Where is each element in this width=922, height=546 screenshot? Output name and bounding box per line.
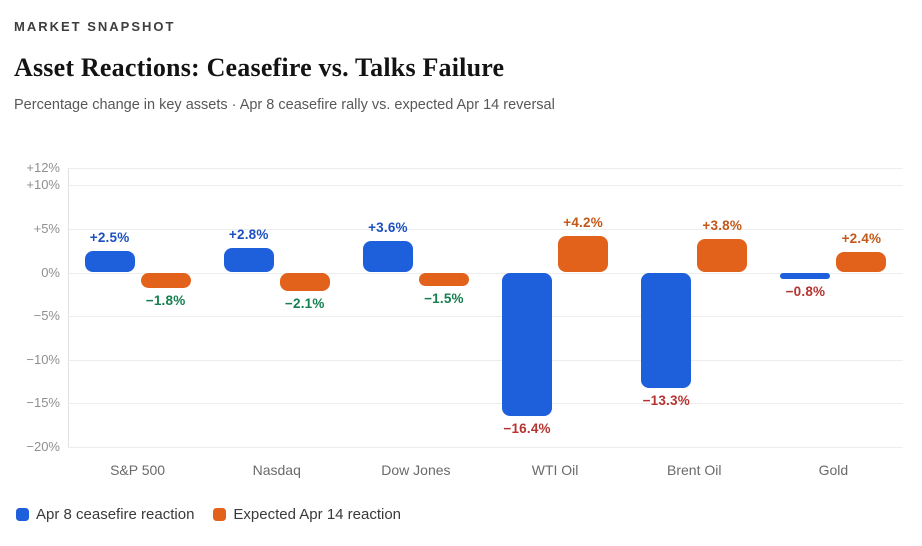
legend-swatch-orange: [213, 508, 227, 521]
x-label-nasdaq: Nasdaq: [252, 462, 301, 478]
x-label-brent-oil: Brent Oil: [667, 462, 722, 478]
x-label-gold: Gold: [818, 462, 849, 478]
page-title: Asset Reactions: Ceasefire vs. Talks Fai…: [14, 53, 505, 82]
gridline--15: [68, 403, 903, 405]
bar-apr14-wti-oil[interactable]: [558, 235, 609, 273]
bar-apr8-brent-oil[interactable]: [641, 272, 692, 389]
bar-apr8-nasdaq[interactable]: [223, 248, 274, 273]
gridline--20: [68, 446, 903, 448]
gridline--10: [68, 359, 903, 361]
y-axis-tick--10: −10%: [26, 351, 60, 367]
bar-apr14-brent-oil[interactable]: [697, 239, 748, 273]
page-subtitle: Percentage change in key assets · Apr 8 …: [14, 97, 555, 113]
value-label-apr14-gold: +2.4%: [841, 230, 882, 246]
y-axis-line: [68, 167, 69, 447]
y-axis-tick-10: +10%: [26, 177, 60, 193]
value-label-apr14-wti-oil: +4.2%: [563, 214, 603, 230]
value-label-apr8-dow-jones: +3.6%: [368, 220, 408, 236]
y-axis-tick--5: −5%: [33, 308, 60, 324]
gridline-5: [68, 228, 903, 230]
bar-apr14-s-p-500[interactable]: [140, 272, 191, 289]
value-label-apr14-brent-oil: +3.8%: [702, 218, 743, 234]
gridline-12: [68, 167, 903, 169]
gridline--5: [68, 316, 903, 318]
y-axis-tick-0: 0%: [41, 264, 60, 280]
legend-swatch-blue: [16, 508, 29, 521]
legend-label: Apr 8 ceasefire reaction: [36, 506, 195, 523]
gridline-0: [68, 272, 903, 274]
value-label-apr8-brent-oil: −13.3%: [642, 393, 690, 409]
x-label-dow-jones: Dow Jones: [381, 462, 451, 478]
value-label-apr8-wti-oil: −16.4%: [503, 420, 551, 436]
value-label-apr8-gold: −0.8%: [785, 284, 826, 300]
bar-apr8-gold[interactable]: [780, 272, 831, 280]
y-axis-tick--15: −15%: [26, 395, 60, 411]
bar-apr8-s-p-500[interactable]: [84, 250, 135, 273]
legend-label: Expected Apr 14 reaction: [233, 506, 402, 523]
chart-legend: Apr 8 ceasefire reaction Expected Apr 14…: [16, 506, 401, 523]
bar-apr14-gold[interactable]: [836, 251, 887, 273]
legend-item-apr14-expected[interactable]: Expected Apr 14 reaction: [213, 506, 401, 523]
legend-item-apr8-ceasefire[interactable]: Apr 8 ceasefire reaction: [16, 506, 194, 523]
section-eyebrow: MARKET SNAPSHOT: [14, 19, 176, 34]
gridline-10: [68, 185, 903, 187]
value-label-apr8-nasdaq: +2.8%: [228, 227, 269, 243]
y-axis-tick-12: +12%: [26, 159, 60, 175]
value-label-apr14-nasdaq: −2.1%: [284, 295, 325, 311]
bar-apr14-dow-jones[interactable]: [418, 272, 469, 286]
bar-apr14-nasdaq[interactable]: [279, 272, 330, 291]
value-label-apr14-dow-jones: −1.5%: [424, 290, 464, 306]
x-label-s-p-500: S&P 500: [110, 462, 166, 478]
bar-apr8-wti-oil[interactable]: [502, 272, 553, 416]
bar-apr8-dow-jones[interactable]: [362, 241, 413, 273]
y-axis-tick--20: −20%: [26, 438, 60, 454]
value-label-apr14-s-p-500: −1.8%: [145, 293, 186, 309]
value-label-apr8-s-p-500: +2.5%: [89, 229, 130, 245]
y-axis-tick-5: +5%: [33, 220, 60, 236]
x-label-wti-oil: WTI Oil: [531, 462, 579, 478]
